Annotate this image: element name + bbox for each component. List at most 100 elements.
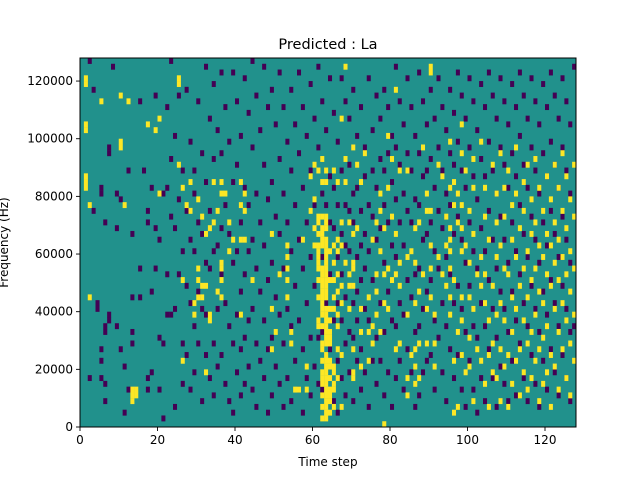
heatmap-cell-low (378, 156, 383, 162)
heatmap-cell-low (204, 63, 209, 70)
heatmap-cell-low (359, 242, 364, 249)
heatmap-cell-low (281, 265, 286, 272)
heatmap-cell-low (475, 265, 480, 272)
heatmap-cell-high (312, 161, 317, 168)
heatmap-cell-high (324, 352, 329, 358)
heatmap-cell-high (494, 190, 499, 197)
heatmap-cell-high (324, 248, 329, 255)
heatmap-cell-low (362, 265, 367, 272)
heatmap-cell-high (324, 398, 329, 405)
heatmap-cell-low (417, 392, 422, 399)
heatmap-cell-high (351, 282, 356, 289)
heatmap-cell-low (347, 161, 352, 168)
heatmap-cell-high (328, 357, 333, 364)
heatmap-cell-low (486, 69, 491, 76)
heatmap-cell-low (479, 156, 484, 162)
heatmap-cell-low (300, 184, 305, 191)
heatmap-cell-high (556, 184, 561, 191)
heatmap-cell-low (184, 86, 189, 93)
heatmap-cell-low (297, 236, 302, 243)
heatmap-cell-low (207, 265, 212, 272)
heatmap-cell-low (157, 236, 162, 243)
heatmap-cell-low (207, 115, 212, 122)
heatmap-cell-high (219, 277, 224, 284)
heatmap-cell-high (347, 271, 352, 278)
heatmap-cell-low (273, 121, 278, 128)
x-axis: 0 20 40 60 80 100 120 (76, 427, 556, 447)
heatmap-cell-high (564, 375, 569, 382)
heatmap-cell-low (176, 196, 181, 203)
heatmap-cell-low (455, 282, 460, 289)
heatmap-cell-low (277, 380, 282, 387)
heatmap-cell-high (452, 409, 457, 416)
heatmap-cell-high (335, 248, 340, 255)
heatmap-cell-high (572, 357, 577, 364)
heatmap-cell-low (533, 380, 538, 387)
heatmap-cell-low (452, 300, 457, 307)
heatmap-cell-high (545, 173, 550, 180)
heatmap-cell-high (386, 265, 391, 272)
heatmap-cell-high (386, 184, 391, 191)
heatmap-cell-high (529, 230, 534, 237)
heatmap-cell-low (568, 328, 573, 335)
heatmap-cell-low (231, 69, 236, 76)
heatmap-cell-low (533, 305, 538, 312)
heatmap-cell-high (359, 179, 364, 185)
heatmap-cell-low (153, 92, 158, 99)
heatmap-cell-high (359, 305, 364, 312)
heatmap-cell-low (165, 271, 170, 278)
heatmap-cell-low (475, 334, 480, 341)
y-tick-label: 60000 (35, 247, 73, 261)
heatmap-cell-high (409, 248, 414, 255)
heatmap-cell-high (339, 282, 344, 289)
heatmap-cell-high (335, 346, 340, 353)
heatmap-cell-low (223, 380, 228, 387)
heatmap-cell-low (269, 392, 274, 399)
heatmap-cell-low (331, 225, 336, 232)
heatmap-cell-high (479, 254, 484, 260)
heatmap-cell-low (459, 167, 464, 174)
heatmap-cell-low (188, 236, 193, 243)
heatmap-cell-low (564, 98, 569, 105)
heatmap-cell-low (250, 236, 255, 243)
heatmap-cell-low (297, 317, 302, 324)
heatmap-cell-low (188, 386, 193, 393)
heatmap-cell-low (130, 294, 135, 301)
heatmap-cell-low (537, 328, 542, 335)
heatmap-cell-high (556, 277, 561, 284)
heatmap-cell-low (529, 352, 534, 358)
heatmap-cell-high (572, 213, 577, 220)
heatmap-cell-high (382, 225, 387, 232)
heatmap-cell-low (370, 277, 375, 284)
heatmap-cell-high (83, 184, 88, 191)
heatmap-cell-low (483, 323, 488, 330)
heatmap-cell-low (293, 282, 298, 289)
heatmap-cell-high (459, 317, 464, 324)
heatmap-cell-high (324, 288, 329, 295)
heatmap-cell-low (153, 225, 158, 232)
heatmap-cell-low (266, 346, 271, 353)
heatmap-cell-low (258, 127, 263, 134)
heatmap-cell-high (343, 63, 348, 70)
heatmap-cell-high (374, 271, 379, 278)
heatmap-cell-high (324, 403, 329, 410)
heatmap-cell-high (242, 236, 247, 243)
heatmap-cell-low (382, 328, 387, 335)
heatmap-cell-high (455, 190, 460, 197)
heatmap-cell-high (479, 282, 484, 289)
heatmap-cell-high (448, 311, 453, 318)
y-tick-label: 0 (65, 420, 73, 434)
heatmap-cell-low (246, 202, 251, 209)
heatmap-cell-low (529, 75, 534, 82)
heatmap-cell-high (475, 346, 480, 353)
heatmap-cell-low (401, 190, 406, 197)
heatmap-cell-low (502, 380, 507, 387)
heatmap-cell-high (529, 196, 534, 203)
heatmap-cell-high (471, 184, 476, 191)
heatmap-cell-high (486, 352, 491, 358)
heatmap-cell-low (525, 398, 530, 405)
heatmap-cell-high (533, 219, 538, 226)
heatmap-cell-high (390, 213, 395, 220)
heatmap-cell-low (157, 334, 162, 341)
heatmap-cell-low (471, 248, 476, 255)
